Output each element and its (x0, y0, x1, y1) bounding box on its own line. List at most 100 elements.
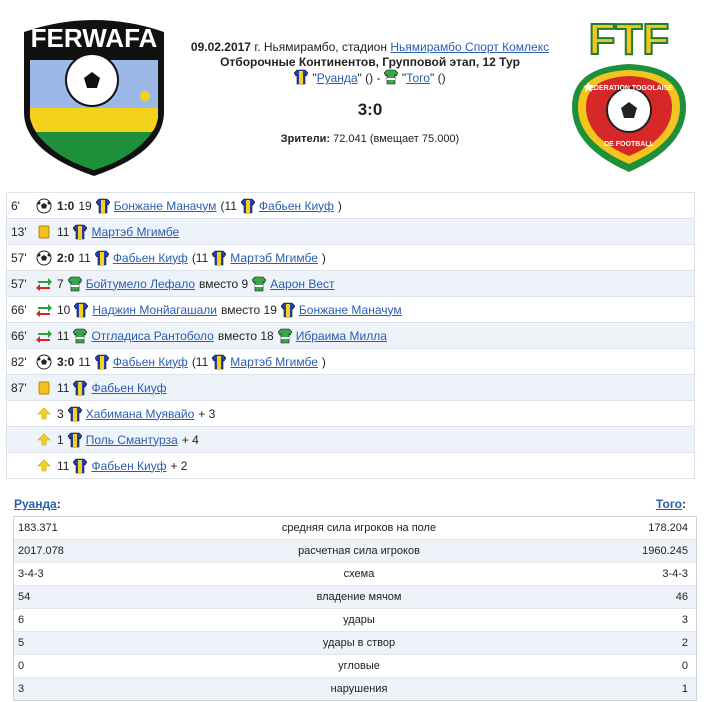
home-value: 2017.078 (18, 545, 64, 557)
stadium-link[interactable]: Ньямирамбо Спорт Комлекс (390, 40, 550, 54)
player-link[interactable]: Хабимана Муявайо (85, 406, 195, 421)
minute: 66' (11, 328, 27, 343)
player-link[interactable]: Мартэб Мгимбе (230, 354, 318, 369)
stat-label: средняя сила игроков на поле (281, 522, 437, 534)
home-team-link[interactable]: Руанда (316, 71, 358, 85)
shirt-icon (280, 302, 295, 317)
player-link[interactable]: Бойтумело Лефало (85, 276, 196, 291)
event-text: вместо 19 (221, 302, 277, 317)
shirt-icon (73, 224, 88, 239)
shirt-icon (383, 69, 399, 85)
event-row: 82' 3:0 11 Фабьен Киуф (11 Мартэб Мгимбе) (6, 349, 695, 375)
event-text: 19 (78, 198, 92, 213)
goal-icon (35, 250, 53, 266)
stat-label: угловые (338, 660, 380, 672)
event-row: 13' 11 Мартэб Мгимбе (6, 219, 695, 245)
event-text: (11 (220, 198, 237, 213)
stats-row: 3-4-3 схема 3-4-3 (14, 562, 696, 585)
date: 09.02.2017 (190, 40, 251, 54)
event-row: 57' 7 Бойтумело Лефало вместо 9 Аарон Вест (6, 271, 695, 297)
home-value: 3-4-3 (18, 568, 44, 580)
stat-label: удары (343, 614, 375, 626)
home-team-link[interactable]: Руанда (14, 497, 57, 511)
event-text: 11 (57, 328, 70, 343)
minute: 87' (11, 380, 27, 395)
player-link[interactable]: Ибраима Милла (295, 328, 387, 343)
player-link[interactable]: Фабьен Киуф (112, 354, 188, 369)
shirt-icon (252, 276, 267, 291)
quote: " (312, 71, 317, 85)
away-value: 0 (681, 660, 688, 672)
event-text: 7 (57, 276, 64, 291)
shirt-icon (277, 328, 292, 343)
minute: 57' (11, 250, 27, 265)
events-list: 6' 1:0 19 Бонжане Маначум (11 Фабьен Киуф) 13'… (6, 192, 695, 479)
logo-text: FERWAFA (31, 23, 158, 53)
yellow-icon (35, 380, 53, 396)
event-text: 11 (78, 354, 91, 369)
quote: " (401, 71, 407, 85)
separator: : (56, 497, 61, 511)
stat-label: расчетная сила игроков (298, 545, 420, 557)
goal-icon (35, 354, 53, 370)
shirt-icon (95, 198, 110, 213)
minute: 82' (11, 354, 27, 369)
logo-text: FTF (589, 15, 670, 64)
tournament: Отборочные Континентов, Групповой этап, … (220, 54, 520, 69)
sub-icon (35, 276, 53, 292)
event-text: ) (321, 354, 326, 369)
player-link[interactable]: Наджин Монйагашали (92, 302, 217, 317)
sub-icon (35, 302, 53, 318)
rating-icon (35, 406, 53, 422)
player-link[interactable]: Бонжане Маначум (113, 198, 217, 213)
minute: 57' (11, 276, 27, 291)
logo-ring-text: FEDERATION TOGOLAISE (585, 85, 673, 92)
event-row: 1 Поль Смантурза + 4 (6, 427, 695, 453)
home-logo: FERWAFA (24, 20, 164, 176)
event-row: 66' 10 Наджин Монйагашали вместо 19 Бонжане … (6, 297, 695, 323)
player-link[interactable]: Фабьен Киуф (91, 458, 167, 473)
score: 3:0 (357, 100, 383, 119)
player-link[interactable]: Поль Смантурза (85, 432, 178, 447)
away-value: 3-4-3 (662, 568, 688, 580)
home-value: 183.371 (18, 522, 58, 534)
player-link[interactable]: Фабьен Киуф (258, 198, 334, 213)
player-link[interactable]: Бонжане Маначум (298, 302, 402, 317)
stats-row: 6 удары 3 (14, 608, 696, 631)
score: 2:0 (57, 250, 75, 265)
away-value: 178.204 (648, 522, 688, 534)
stat-label: схема (343, 568, 375, 580)
shirt-icon (73, 380, 88, 395)
player-link[interactable]: Отгладиса Рантоболо (91, 328, 214, 343)
stats-row: 183.371 средняя сила игроков на поле 178.2… (14, 517, 696, 539)
away-note: () (437, 71, 446, 85)
rating-icon (35, 458, 53, 474)
teams-line: "Руанда" () - "Того" () (180, 69, 560, 86)
stat-label: владение мячом (316, 591, 402, 603)
stats-table: 183.371 средняя сила игроков на поле 178.2… (13, 516, 697, 701)
home-note: () (365, 71, 374, 85)
player-link[interactable]: Мартэб Мгимбе (230, 250, 318, 265)
stats-row: 2017.078 расчетная сила игроков 1960.245 (14, 539, 696, 562)
yellow-icon (35, 224, 53, 240)
event-text: 3 (57, 406, 64, 421)
event-text: (11 (191, 250, 209, 265)
stat-label: удары в створ (322, 637, 396, 649)
player-link[interactable]: Фабьен Киуф (112, 250, 188, 265)
stats-header: Руанда: Того: (14, 497, 686, 511)
shirt-icon (212, 250, 227, 265)
quote: " (357, 71, 362, 85)
away-team-link[interactable]: Того (406, 71, 430, 85)
player-link[interactable]: Фабьен Киуф (91, 380, 167, 395)
attendance: Зрители: 72.041 (вмещает 75.000) (180, 133, 560, 145)
away-logo: FTF FEDERATION TOGOLAISE DE FOOTBALL (572, 14, 686, 172)
player-link[interactable]: Аарон Вест (270, 276, 335, 291)
event-text: ) (321, 250, 326, 265)
home-value: 54 (18, 591, 31, 603)
player-link[interactable]: Мартэб Мгимбе (91, 224, 180, 239)
home-value: 3 (18, 683, 25, 695)
stat-label: нарушения (330, 683, 388, 695)
away-team-link[interactable]: Того (655, 497, 682, 511)
goal-icon (35, 198, 53, 214)
